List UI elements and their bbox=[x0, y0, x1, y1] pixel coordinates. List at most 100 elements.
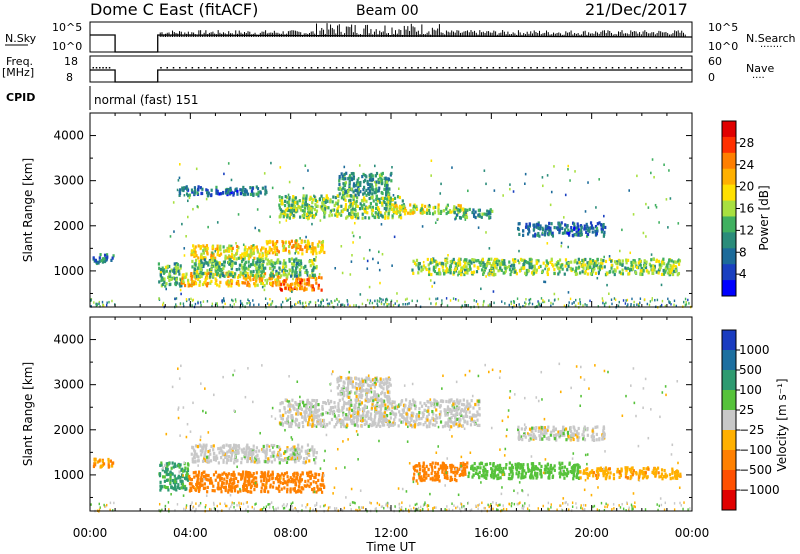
nave-dot bbox=[291, 67, 294, 69]
echo-cell bbox=[169, 472, 172, 477]
echo-cell bbox=[293, 488, 296, 493]
echo-cell bbox=[520, 266, 523, 270]
nave-dots: ···· bbox=[752, 73, 765, 84]
echo-cell bbox=[237, 472, 240, 476]
echo-cell bbox=[651, 268, 654, 272]
echo-cell bbox=[351, 207, 354, 211]
echo-cell bbox=[518, 261, 521, 265]
echo-cell bbox=[296, 202, 299, 206]
echo-cell bbox=[257, 270, 261, 274]
echo-cell bbox=[246, 271, 249, 276]
echo-cell bbox=[340, 196, 344, 200]
clutter-cell bbox=[528, 302, 530, 306]
echo-cell bbox=[385, 197, 389, 201]
echo-cell bbox=[549, 226, 552, 230]
echo-cell bbox=[321, 248, 324, 252]
sparse-cell bbox=[304, 164, 307, 167]
echo-cell bbox=[384, 180, 387, 185]
echo-cell bbox=[424, 420, 427, 425]
echo-cell bbox=[250, 480, 253, 484]
nave-dot bbox=[530, 67, 532, 69]
sparse-cell bbox=[311, 222, 313, 226]
echo-cell bbox=[209, 452, 212, 456]
clutter-cell bbox=[318, 304, 320, 307]
echo-cell bbox=[384, 176, 387, 180]
echo-cell bbox=[284, 264, 288, 269]
echo-cell bbox=[305, 212, 309, 216]
echo-cell bbox=[256, 257, 259, 261]
echo-cell bbox=[246, 479, 249, 483]
echo-cell bbox=[270, 247, 273, 252]
echo-cell bbox=[618, 259, 622, 263]
echo-cell bbox=[299, 479, 302, 483]
echo-cell bbox=[219, 273, 222, 277]
echo-cell bbox=[294, 241, 297, 245]
echo-cell bbox=[674, 260, 677, 264]
echo-cell bbox=[417, 267, 421, 271]
clutter-cell bbox=[258, 303, 260, 306]
echo-cell bbox=[196, 191, 199, 195]
echo-cell bbox=[574, 269, 578, 273]
clutter-cell bbox=[384, 300, 387, 304]
echo-cell bbox=[515, 272, 518, 276]
echo-cell bbox=[455, 267, 458, 271]
clutter-cell bbox=[684, 303, 687, 307]
echo-cell bbox=[350, 421, 353, 425]
echo-cell bbox=[335, 422, 338, 427]
echo-cell bbox=[307, 281, 311, 285]
echo-cell bbox=[504, 269, 507, 273]
echo-cell bbox=[601, 227, 604, 231]
echo-cell bbox=[258, 252, 261, 256]
echo-cell bbox=[442, 268, 445, 273]
echo-cell bbox=[251, 186, 254, 191]
clutter-cell bbox=[613, 297, 616, 300]
clutter-cell bbox=[158, 297, 160, 301]
clutter-cell bbox=[441, 299, 443, 302]
echo-cell bbox=[285, 273, 288, 277]
echo-cell bbox=[628, 267, 632, 272]
echo-cell bbox=[190, 477, 193, 482]
echo-cell bbox=[178, 272, 181, 276]
clutter-cell bbox=[224, 302, 226, 306]
echo-cell bbox=[365, 188, 368, 192]
echo-cell bbox=[163, 479, 166, 483]
echo-cell bbox=[176, 266, 180, 270]
echo-cell bbox=[299, 283, 302, 287]
clutter-cell bbox=[446, 304, 449, 307]
nave-dot bbox=[160, 67, 162, 69]
echo-cell bbox=[112, 254, 115, 258]
echo-cell bbox=[526, 225, 529, 229]
sparse-cell bbox=[205, 197, 208, 201]
echo-cell bbox=[178, 465, 181, 469]
echo-cell bbox=[307, 216, 311, 220]
echo-cell bbox=[111, 256, 114, 260]
echo-cell bbox=[367, 182, 370, 187]
sparse-cell bbox=[562, 216, 565, 219]
echo-cell bbox=[610, 259, 613, 263]
sparse-cell bbox=[425, 268, 428, 271]
clutter-cell bbox=[670, 303, 672, 306]
echo-cell bbox=[174, 464, 177, 468]
echo-cell bbox=[284, 213, 287, 217]
echo-cell bbox=[285, 471, 289, 475]
clutter-cell bbox=[633, 300, 635, 304]
echo-cell bbox=[227, 484, 231, 488]
echo-cell bbox=[284, 208, 288, 212]
echo-cell bbox=[377, 210, 380, 214]
echo-cell bbox=[390, 179, 393, 183]
echo-cell bbox=[223, 477, 226, 481]
echo-cell bbox=[443, 272, 446, 276]
sparse-cell bbox=[214, 249, 217, 253]
echo-cell bbox=[274, 252, 277, 256]
echo-cell bbox=[455, 411, 459, 415]
echo-cell bbox=[290, 286, 293, 291]
echo-cell bbox=[642, 269, 645, 273]
echo-cell bbox=[339, 186, 342, 190]
echo-cell bbox=[401, 199, 404, 203]
echo-cell bbox=[640, 266, 643, 271]
echo-cell bbox=[244, 473, 247, 477]
clutter-cell bbox=[380, 302, 383, 306]
echo-cell bbox=[337, 205, 340, 209]
echo-cell bbox=[284, 458, 288, 462]
